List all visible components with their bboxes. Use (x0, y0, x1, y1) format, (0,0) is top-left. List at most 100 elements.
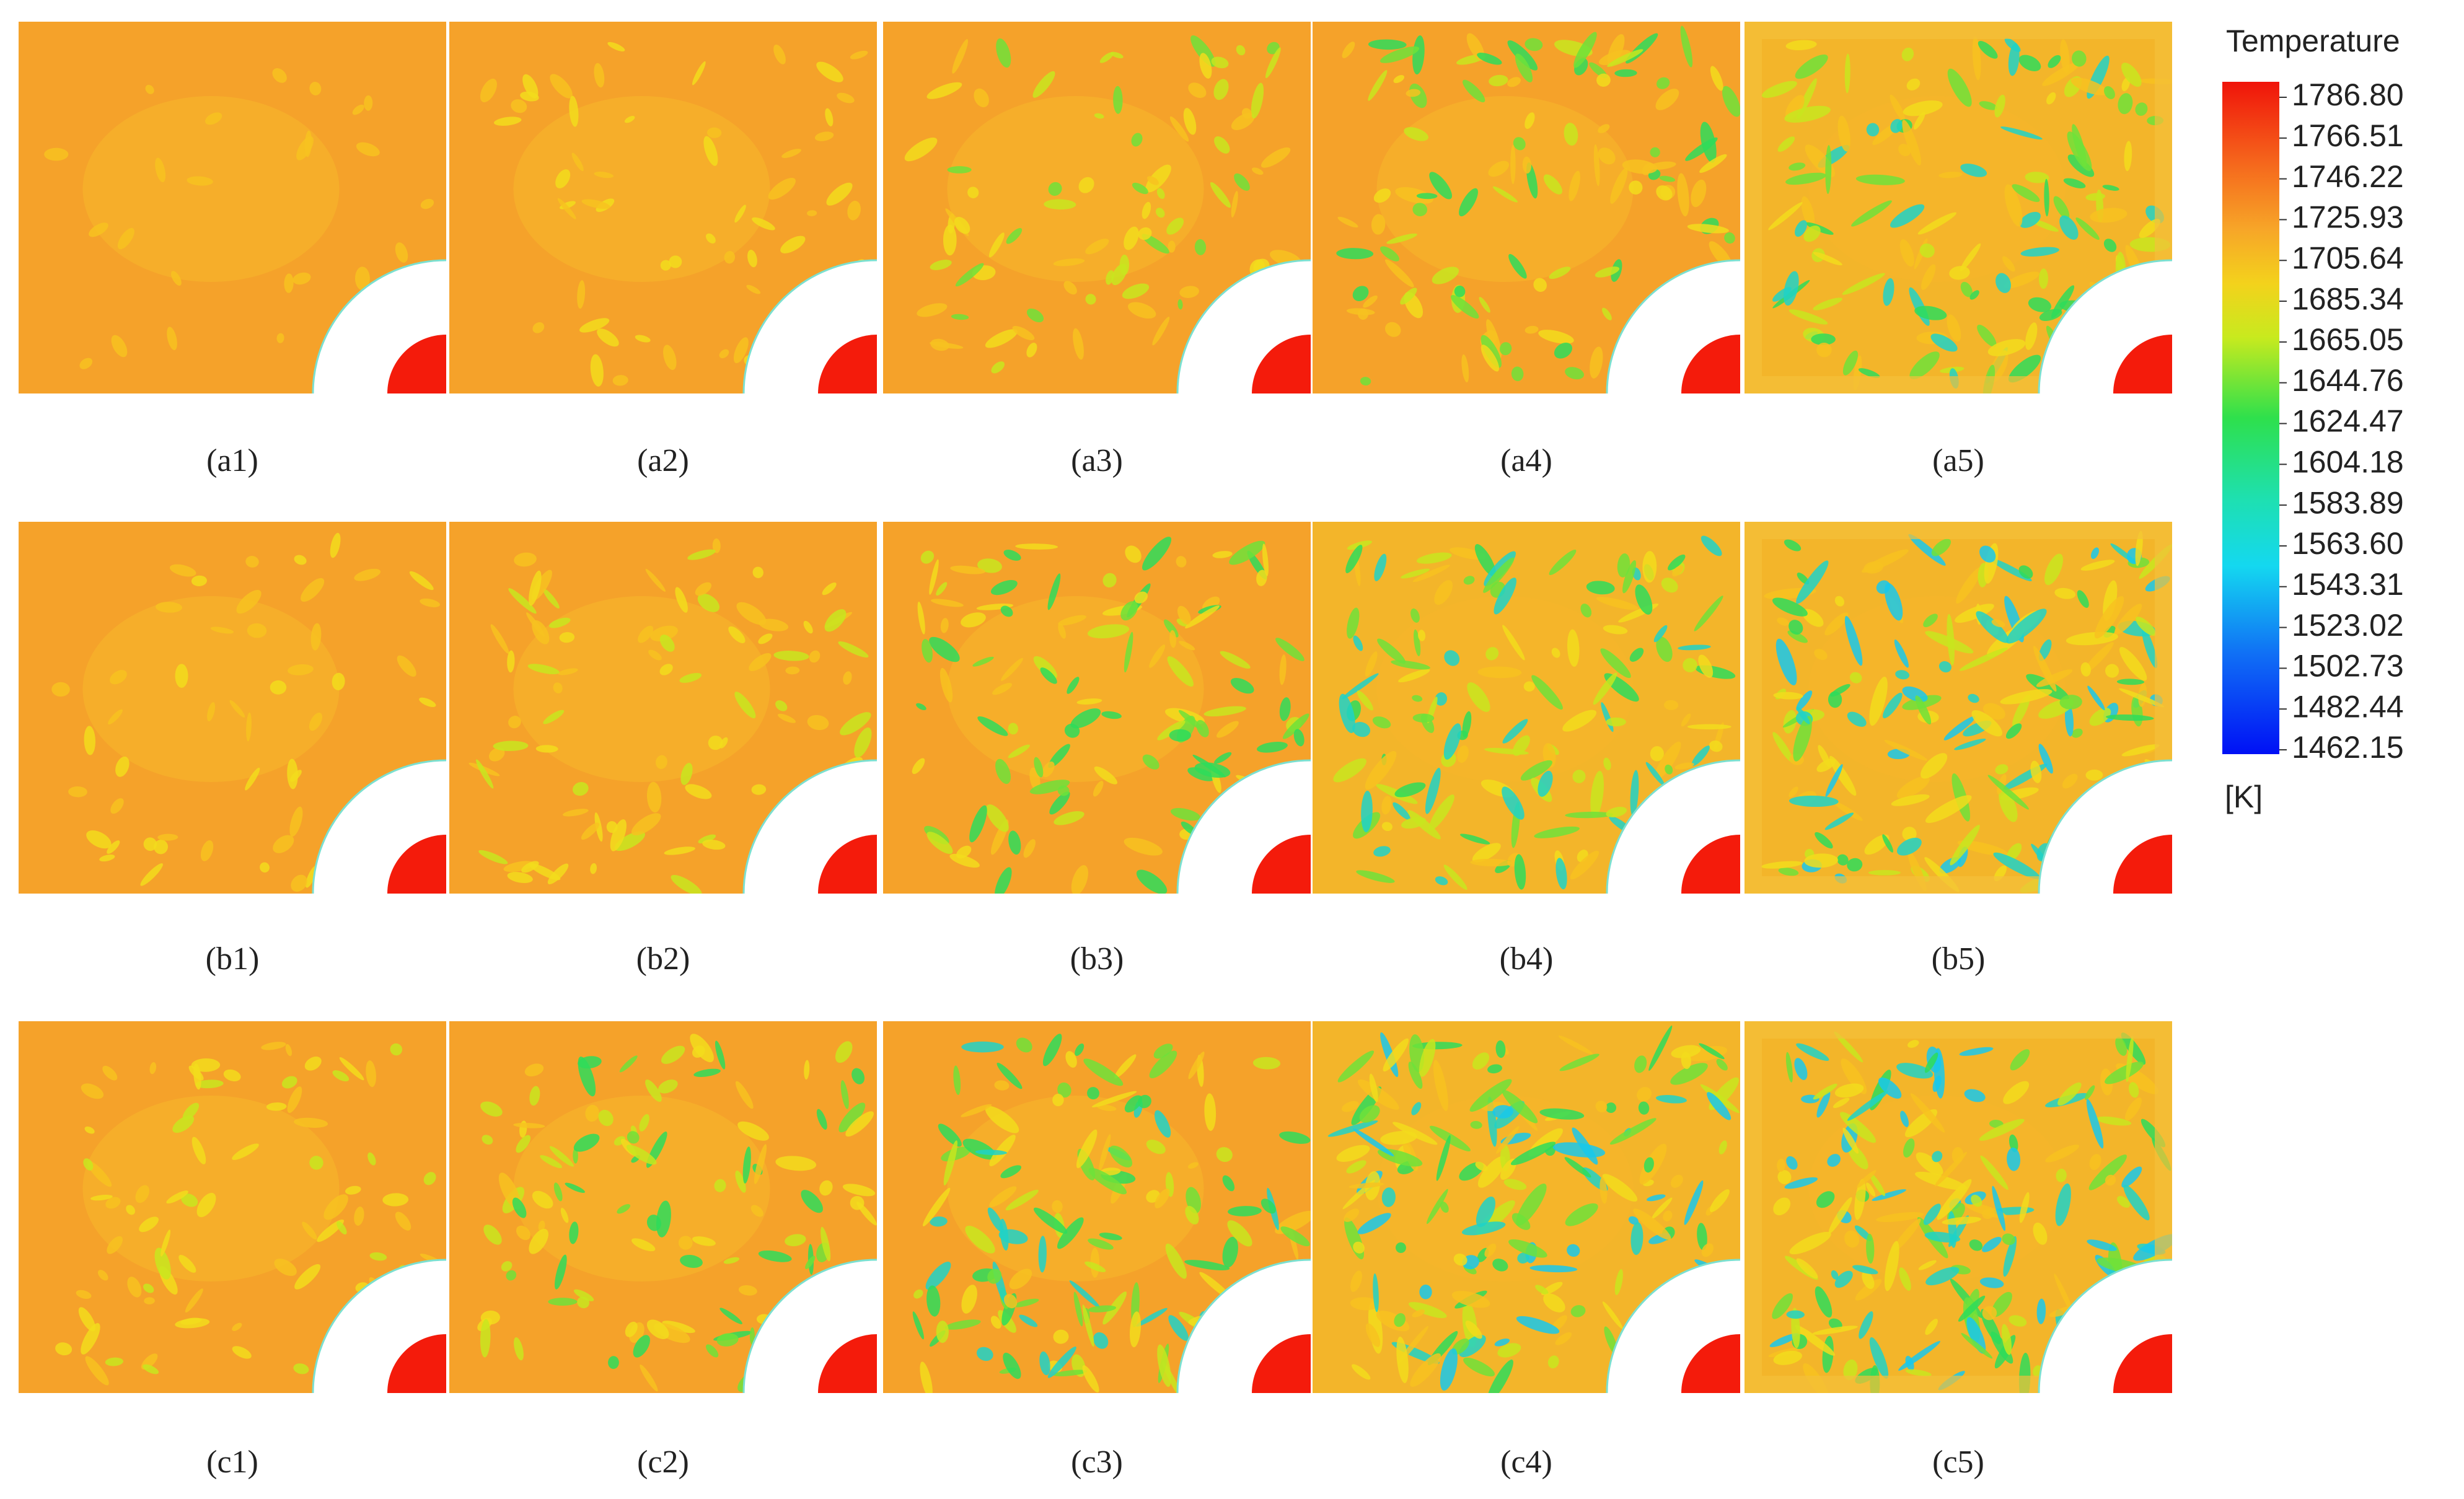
temperature-blob (506, 1270, 517, 1281)
temperature-blob (706, 1344, 719, 1358)
border-layer (1745, 22, 2172, 393)
temperature-blob (543, 710, 565, 724)
temperature-blob (581, 199, 610, 209)
temperature-blob (1866, 123, 1880, 137)
contour-panel (1313, 522, 1740, 894)
temperature-blob (1113, 86, 1123, 114)
temperature-blob (284, 273, 294, 293)
temperature-blob (807, 714, 829, 731)
temperature-blob (555, 1254, 567, 1290)
temperature-blob (1067, 677, 1080, 694)
temperature-blob (716, 1333, 739, 1347)
temperature-blob (1120, 601, 1138, 621)
temperature-blob (2003, 1236, 2017, 1277)
temperature-blob (1453, 1253, 1467, 1266)
temperature-blob (1047, 573, 1061, 610)
temperature-blob (1436, 1135, 1451, 1181)
temperature-blob (656, 1200, 671, 1237)
temperature-blob (1101, 711, 1122, 719)
temperature-blob (245, 767, 260, 791)
temperature-blob (1906, 78, 1921, 90)
temperature-blob (1165, 1243, 1187, 1279)
temperature-blob (2038, 744, 2053, 774)
temperature-blob (1053, 1329, 1069, 1344)
temperature-blob (2044, 553, 2064, 586)
temperature-blob (1549, 266, 1571, 279)
temperature-blob (1179, 286, 1199, 298)
temperature-blob (1015, 543, 1058, 550)
temperature-blob (144, 1297, 155, 1304)
temperature-blob (1411, 1102, 1422, 1115)
temperature-blob (1154, 1110, 1171, 1138)
temperature-blob (1076, 1129, 1098, 1169)
temperature-blob (1538, 770, 1553, 797)
temperature-blob (1088, 1305, 1117, 1312)
temperature-blob (1373, 188, 1391, 203)
temperature-blob (985, 329, 1018, 348)
temperature-blob (679, 672, 702, 683)
temperature-blob (1169, 729, 1191, 742)
temperature-blob (1921, 264, 1936, 290)
temperature-blob (1344, 1208, 1360, 1222)
temperature-blob (1401, 568, 1430, 579)
temperature-blob (1091, 1091, 1137, 1107)
temperature-blob (1599, 50, 1631, 66)
temperature-blob (633, 1335, 650, 1358)
temperature-blob (1152, 317, 1170, 346)
heat-source (2113, 835, 2172, 894)
contour-panel (1745, 22, 2172, 393)
temperature-blob (1261, 1198, 1276, 1214)
temperature-blob (1401, 817, 1426, 829)
temperature-blob (1653, 625, 1668, 643)
temperature-blob (1497, 1343, 1521, 1358)
temperature-blob (1869, 677, 1888, 726)
temperature-blob (205, 112, 222, 125)
temperature-blob (2115, 1037, 2127, 1056)
temperature-blob (1964, 1089, 1986, 1102)
panel-label: (b2) (636, 941, 690, 977)
temperature-blob (1803, 225, 1821, 242)
temperature-blob (1842, 1127, 1859, 1154)
temperature-blob (1633, 1208, 1671, 1241)
heat-source (1252, 835, 1311, 894)
temperature-blob (157, 833, 178, 841)
temperature-blob (648, 649, 662, 661)
colorbar-tick-label: 1523.02 (2292, 608, 2404, 643)
temperature-blob (364, 95, 373, 111)
temperature-blob (107, 840, 120, 854)
temperature-blob (640, 1364, 658, 1392)
temperature-blob (2001, 1324, 2012, 1355)
temperature-blob (1843, 1359, 1858, 1381)
temperature-blob (1895, 670, 1910, 680)
temperature-blob (181, 1193, 198, 1207)
temperature-blob (1093, 780, 1104, 797)
temperature-blob (1552, 1142, 1606, 1158)
temperature-blob (1856, 1170, 1877, 1188)
temperature-blob (1412, 35, 1425, 75)
temperature-blob (260, 862, 270, 873)
temperature-blob (2126, 1035, 2134, 1083)
temperature-blob (1179, 641, 1195, 651)
temperature-blob (1169, 630, 1176, 648)
panel-label: (b4) (1500, 941, 1554, 977)
temperature-blob (967, 187, 979, 198)
temperature-blob (773, 44, 786, 64)
temperature-blob (1872, 1189, 1906, 1201)
temperature-blob (986, 804, 1009, 832)
temperature-blob (1629, 648, 1644, 662)
temperature-blob (175, 664, 188, 688)
temperature-blob (1516, 1183, 1547, 1226)
temperature-blob (607, 42, 625, 51)
temperature-blob (2106, 714, 2154, 721)
temperature-blob (936, 1321, 949, 1343)
temperature-blob (1087, 1087, 1099, 1100)
temperature-blob (1342, 673, 1379, 700)
temperature-blob (478, 850, 508, 864)
temperature-blob (1000, 605, 1013, 617)
temperature-blob (1924, 1052, 1938, 1073)
temperature-blob (1099, 1134, 1111, 1171)
temperature-blob (1844, 53, 1850, 94)
temperature-blob (1885, 582, 1903, 621)
temperature-blob (1833, 801, 1863, 821)
temperature-blob (1796, 690, 1813, 711)
